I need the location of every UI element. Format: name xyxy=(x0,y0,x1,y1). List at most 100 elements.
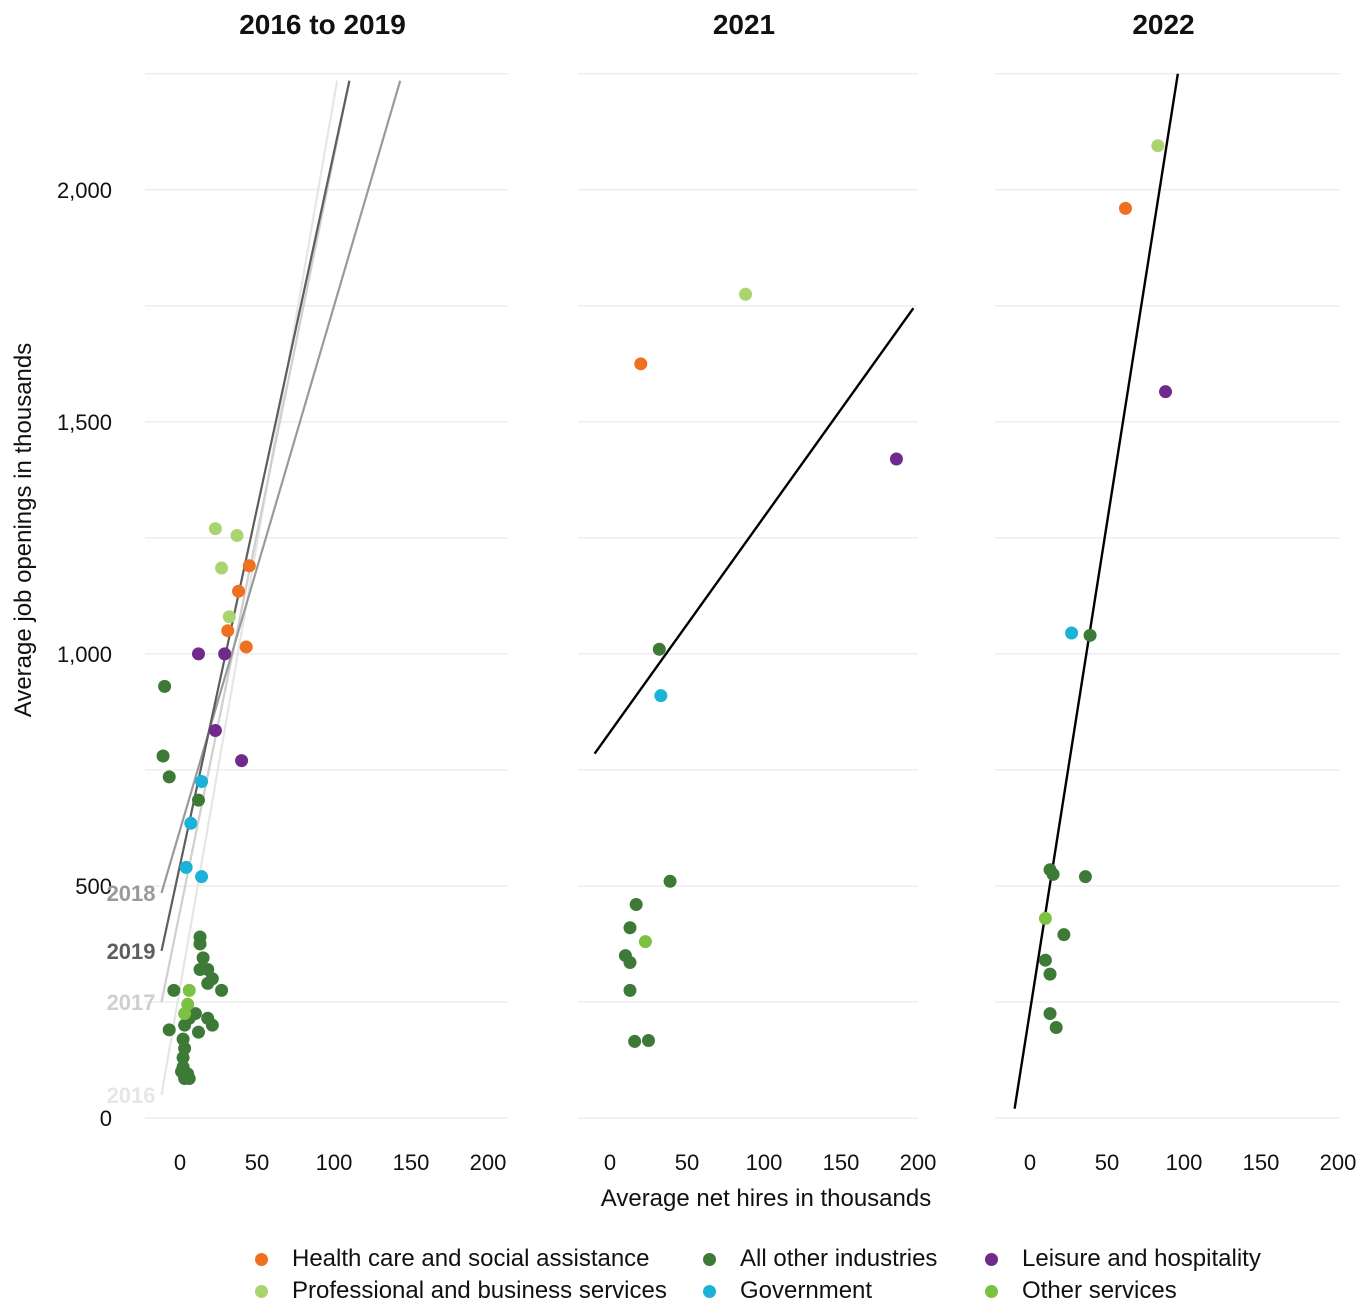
data-point-health xyxy=(242,559,256,573)
data-point-leisure xyxy=(235,754,249,768)
legend-item-leisure: Leisure and hospitality xyxy=(985,1245,1261,1273)
data-point-leisure xyxy=(1159,385,1173,399)
legend-item-other-services: Other services xyxy=(985,1277,1177,1305)
x-tick-label: 50 xyxy=(675,1150,699,1175)
x-tick-label: 100 xyxy=(316,1150,353,1175)
x-tick-label: 0 xyxy=(174,1150,186,1175)
data-point-leisure xyxy=(208,723,222,737)
x-tick-label: 100 xyxy=(746,1150,783,1175)
data-point-other-industries xyxy=(1057,928,1071,942)
fit-line-label: 2016 xyxy=(107,1083,156,1108)
data-point-health xyxy=(221,624,235,638)
data-point-professional xyxy=(1151,139,1165,153)
data-point-professional xyxy=(208,522,222,536)
legend-label: All other industries xyxy=(740,1245,938,1272)
data-point-leisure xyxy=(889,452,903,466)
fit-line-label: 2019 xyxy=(107,939,156,964)
data-point-other-industries xyxy=(1078,870,1092,884)
legend-item-government: Government xyxy=(703,1277,872,1305)
x-tick-label: 100 xyxy=(1166,1150,1203,1175)
data-point-other-services xyxy=(178,1007,192,1021)
data-point-other-industries xyxy=(1043,1007,1057,1021)
y-tick-label: 500 xyxy=(75,874,112,899)
legend-swatch xyxy=(255,1252,268,1266)
data-point-government xyxy=(179,860,193,874)
data-point-other-industries xyxy=(156,749,170,763)
legend-item-health: Health care and social assistance xyxy=(255,1245,650,1273)
y-tick-label: 2,000 xyxy=(57,178,112,203)
data-point-other-industries xyxy=(178,1018,192,1032)
data-point-other-industries xyxy=(193,937,207,951)
data-point-health xyxy=(1118,201,1132,215)
x-tick-label: 150 xyxy=(823,1150,860,1175)
fit-line-2017 xyxy=(160,80,351,1003)
data-point-professional xyxy=(230,529,244,543)
data-point-other-industries xyxy=(1038,953,1052,967)
legend-label: Government xyxy=(740,1277,873,1304)
data-point-other-industries xyxy=(162,1023,176,1037)
point-layer xyxy=(156,139,1173,1086)
fit-line-2019 xyxy=(160,80,351,952)
data-point-other-industries xyxy=(623,956,637,970)
data-point-other-industries xyxy=(205,1018,219,1032)
data-point-professional xyxy=(739,287,753,301)
data-point-other-industries xyxy=(182,1072,196,1086)
x-tick-label: 200 xyxy=(900,1150,937,1175)
data-point-other-industries xyxy=(652,642,666,656)
legend-item-professional: Professional and business services xyxy=(255,1277,667,1305)
fit-line xyxy=(1013,73,1180,1109)
data-point-government xyxy=(1065,626,1079,640)
data-point-other-industries xyxy=(1043,967,1057,981)
panel-title: 2021 xyxy=(713,9,775,40)
data-point-other-industries xyxy=(1049,1021,1063,1035)
legend-label: Professional and business services xyxy=(292,1277,667,1304)
data-point-other-industries xyxy=(162,770,176,784)
data-point-government xyxy=(195,870,209,884)
data-point-other-industries xyxy=(191,793,205,807)
legend-label: Leisure and hospitality xyxy=(1022,1245,1261,1272)
data-point-other-industries xyxy=(167,983,181,997)
data-point-leisure xyxy=(191,647,205,661)
data-point-other-industries xyxy=(642,1033,655,1047)
data-point-other-industries xyxy=(191,1025,205,1039)
data-point-other-industries xyxy=(215,983,229,997)
x-tick-label: 0 xyxy=(1024,1150,1036,1175)
x-axis-title: Average net hires in thousands xyxy=(601,1185,931,1212)
data-point-other-services xyxy=(1038,911,1052,925)
legend-swatch xyxy=(985,1284,998,1298)
data-point-government xyxy=(184,816,198,830)
legend-item-other-industries: All other industries xyxy=(703,1245,937,1273)
x-tick-label: 50 xyxy=(1095,1150,1119,1175)
legend-label: Health care and social assistance xyxy=(292,1245,650,1272)
legend-swatch xyxy=(255,1284,268,1298)
x-tick-label: 150 xyxy=(1243,1150,1280,1175)
chart-figure: Average job openings in thousands Averag… xyxy=(10,9,1356,1212)
x-tick-label: 200 xyxy=(470,1150,507,1175)
legend-swatch xyxy=(703,1252,716,1266)
data-point-other-industries xyxy=(1046,867,1060,881)
data-point-other-services xyxy=(182,983,196,997)
data-point-other-industries xyxy=(628,1034,642,1048)
legend-swatch xyxy=(985,1252,998,1266)
data-point-professional xyxy=(222,610,236,624)
data-point-other-industries xyxy=(623,921,637,935)
x-tick-label: 50 xyxy=(245,1150,269,1175)
fit-line-label: 2018 xyxy=(107,881,156,906)
fit-line xyxy=(593,307,915,755)
data-point-other-industries xyxy=(1083,628,1097,642)
data-point-government xyxy=(195,775,209,789)
data-point-other-industries xyxy=(196,951,210,965)
fit-line-2018 xyxy=(160,80,402,894)
data-point-health xyxy=(232,584,246,598)
data-point-other-industries xyxy=(623,983,637,997)
data-point-other-industries xyxy=(201,976,215,990)
x-tick-label: 150 xyxy=(393,1150,430,1175)
y-tick-label: 1,500 xyxy=(57,410,112,435)
data-point-leisure xyxy=(218,647,232,661)
data-point-other-industries xyxy=(176,1051,190,1065)
text-layer: Average job openings in thousands Averag… xyxy=(10,9,1356,1212)
data-point-other-industries xyxy=(629,898,643,912)
panel-title: 2016 to 2019 xyxy=(239,9,406,40)
legend-swatch xyxy=(703,1284,716,1298)
data-point-professional xyxy=(215,561,229,575)
